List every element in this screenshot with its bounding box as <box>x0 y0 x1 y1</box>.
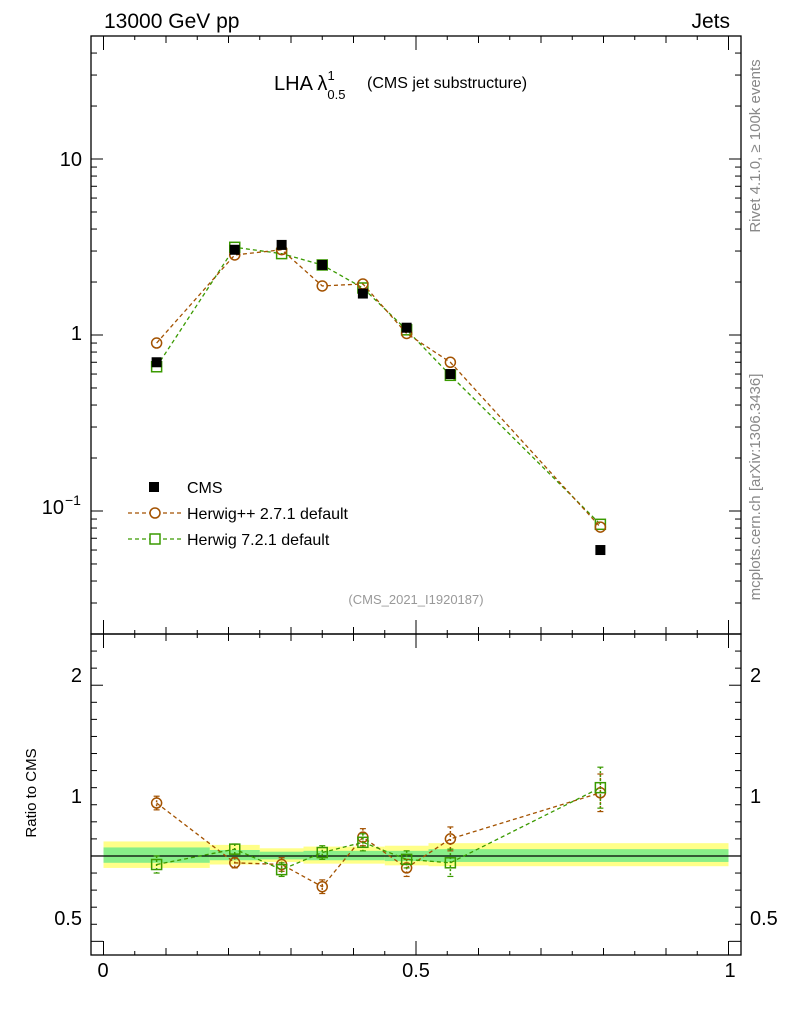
watermark: (CMS_2021_I1920187) <box>348 592 483 607</box>
main-title-sub: 0.5 <box>327 87 345 102</box>
point-herwigpppp-6 <box>444 356 457 369</box>
legend-marker-herwigpp <box>149 507 161 519</box>
ratio-point-herwig-5 <box>400 853 413 866</box>
ratio-frame-border <box>90 633 742 956</box>
point-cms-1 <box>229 244 240 255</box>
ratio-point-herwig-0 <box>150 858 163 871</box>
ratio-point-herwigpppp-1 <box>229 857 241 869</box>
legend: CMS Herwig++ 2.7.1 default Herwig 7.2.1 … <box>128 480 349 549</box>
ratio-point-herwig-1 <box>229 843 241 855</box>
main-title: LHA λ0.5 1 (CMS jet substructure) <box>274 68 527 102</box>
point-cms-5 <box>401 322 412 333</box>
ytick-label-0.1-base: 10 <box>42 497 64 519</box>
ratio-tick-labels: 2 1 0.5 2 1 0.5 0 0.5 1 <box>54 665 778 982</box>
ratio-bands <box>103 841 729 868</box>
svg-text:LHA λ0.51: LHA λ0.5 1 <box>274 68 345 102</box>
ratio-point-herwig-7 <box>594 781 607 794</box>
ratio-ytick-label-right-2: 2 <box>750 665 761 687</box>
legend-item-cms: CMS <box>149 480 223 497</box>
series-line-herwig <box>156 246 601 525</box>
legend-label-herwig7: Herwig 7.2.1 default <box>187 532 330 549</box>
xtick-label-0.5: 0.5 <box>402 960 430 982</box>
point-herwigpppp-0 <box>150 337 163 349</box>
ratio-ytick-label-right-0.5: 0.5 <box>750 908 778 930</box>
ytick-label-0.1: 10 <box>42 497 64 519</box>
ratio-series <box>150 766 607 895</box>
ytick-label-10: 10 <box>60 149 82 171</box>
ytick-label-1: 1 <box>71 323 82 345</box>
legend-marker-herwig7 <box>149 533 161 545</box>
point-cms-7 <box>595 545 606 556</box>
point-cms-3 <box>317 259 328 270</box>
point-cms-0 <box>151 357 162 368</box>
ytick-label-0.1-exp: −1 <box>65 492 81 508</box>
ratio-ylabel: Ratio to CMS <box>23 748 40 837</box>
band-inner-0 <box>103 847 210 863</box>
legend-label-herwigpp: Herwig++ 2.7.1 default <box>187 506 349 523</box>
header-right: Jets <box>691 10 730 33</box>
ratio-point-herwig-4 <box>357 836 369 849</box>
main-series <box>150 239 607 556</box>
point-cms-6 <box>445 369 456 380</box>
point-herwigpppp-7 <box>594 521 607 533</box>
ratio-ytick-label-1: 1 <box>71 786 82 808</box>
ratio-ytick-label-right-1: 1 <box>750 786 761 808</box>
legend-label-cms: CMS <box>187 480 223 497</box>
header-left: 13000 GeV pp <box>104 10 239 33</box>
legend-item-herwigpp: Herwig++ 2.7.1 default <box>128 506 349 523</box>
ratio-ytick-label-2: 2 <box>71 665 82 687</box>
point-herwigpppp-3 <box>316 280 328 292</box>
main-title-text: LHA λ <box>274 73 327 95</box>
main-title-sup: 1 <box>327 68 334 83</box>
point-cms-2 <box>276 239 287 250</box>
ratio-ticks <box>91 634 741 955</box>
xtick-label-1: 1 <box>724 960 735 982</box>
ratio-point-herwig-6 <box>444 857 457 869</box>
main-subtitle: (CMS jet substructure) <box>367 75 527 92</box>
ratio-ytick-label-0.5: 0.5 <box>54 908 82 930</box>
main-ytick-labels: 10 1 10 −1 <box>42 149 82 519</box>
side-label-bottom: mcplots.cern.ch [arXiv:1306.3436] <box>747 374 764 601</box>
side-label-top: Rivet 4.1.0, ≥ 100k events <box>747 59 764 232</box>
ratio-point-herwigpppp-0 <box>150 797 163 809</box>
ratio-point-herwigpppp-3 <box>316 880 328 893</box>
legend-marker-cms <box>149 482 159 492</box>
ratio-point-herwigpppp-6 <box>444 833 457 845</box>
ratio-plot-frame <box>90 633 742 956</box>
ratio-point-herwig-2 <box>275 863 288 876</box>
xtick-label-0: 0 <box>97 960 108 982</box>
ratio-point-herwig-3 <box>316 846 328 859</box>
ratio-line-herwigpppp <box>156 792 601 888</box>
point-cms-4 <box>357 288 368 299</box>
legend-item-herwig7: Herwig 7.2.1 default <box>128 532 330 549</box>
band-inner-1 <box>209 849 260 861</box>
series-line-herwigpppp <box>156 249 601 528</box>
